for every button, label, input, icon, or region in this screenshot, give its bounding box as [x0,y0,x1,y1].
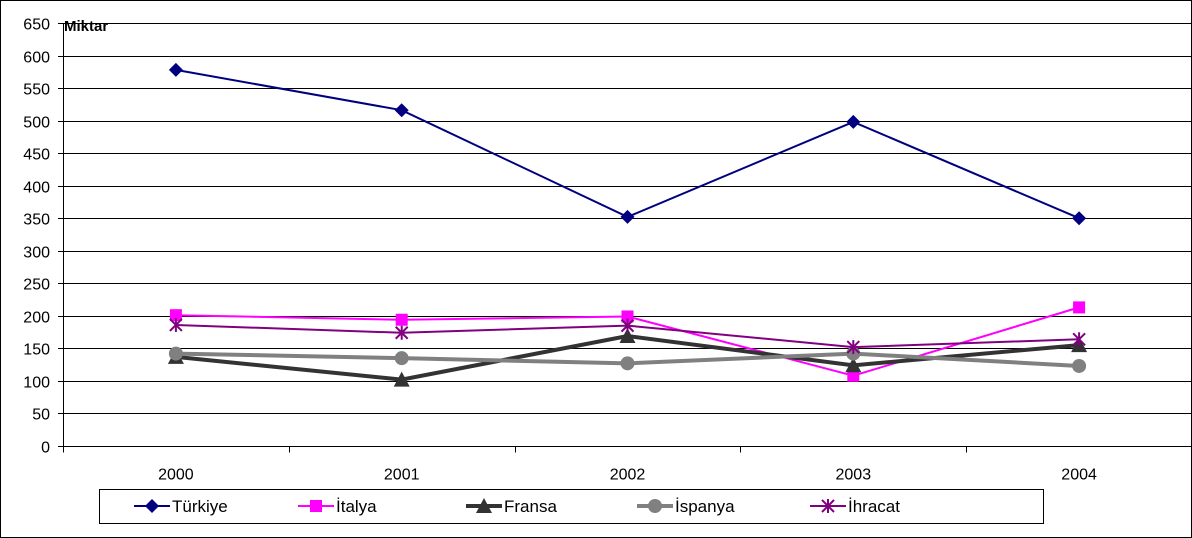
legend-box [99,489,1044,524]
axes: 0 50 100 150 200 250 300 350 400 450 500 550 600 650 2… [23,17,1192,484]
legend-label: İspanya [675,497,735,516]
y-tick-label: 250 [23,277,50,294]
series-İtalya [169,301,1086,382]
legend-marker [310,500,322,512]
data-point [394,325,409,340]
y-tick-label: 100 [23,375,50,392]
data-point [619,328,636,344]
x-tick-label: 2002 [610,467,646,484]
y-axis-title: Miktar [64,18,108,35]
legend-label: İhracat [848,497,900,516]
y-tick-label: 300 [23,245,50,262]
x-tick-label: 2004 [1061,467,1097,484]
legend-marker [648,499,662,513]
data-point [1073,301,1086,314]
data-point [168,346,183,361]
legend-item: İhracat [810,497,900,516]
data-point [846,114,861,129]
data-point [1072,358,1087,373]
data-point [1072,332,1086,347]
x-tick-label: 2001 [384,467,420,484]
legend-label: Türkiye [172,497,228,516]
legend: Türkiye İtalya Fransa İspanya İhracat [99,489,1044,524]
legend-marker [145,499,159,513]
data-point [393,371,410,387]
series [167,62,1088,387]
data-point [395,313,408,326]
legend-item: İtalya [298,497,377,516]
data-point [845,357,862,373]
legend-label: Fransa [504,497,557,516]
data-point [394,351,409,366]
grid-lines [63,23,1192,414]
legend-item: Fransa [466,497,557,516]
legend-marker [476,498,492,513]
data-point [169,309,182,322]
data-point [620,356,635,371]
y-tick-label: 50 [32,407,50,424]
y-tick-label: 350 [23,212,50,229]
y-tick-label: 400 [23,180,50,197]
data-point [620,318,635,333]
y-tick-label: 650 [23,17,50,34]
y-tick-label: 600 [23,50,50,67]
legend-label: İtalya [336,497,377,516]
data-point [846,340,861,355]
y-tick-label: 500 [23,115,50,132]
data-point [1072,211,1087,226]
legend-item: Türkiye [134,497,228,516]
x-tick-label: 2003 [836,467,872,484]
y-tick-label: 0 [41,440,50,457]
y-tick-label: 150 [23,342,50,359]
series-İhracat [169,317,1086,355]
y-tick-label: 550 [23,82,50,99]
y-tick-label: 200 [23,310,50,327]
legend-marker [821,499,835,513]
x-tick-label: 2000 [158,467,194,484]
series-Türkiye [168,62,1087,226]
data-point [169,317,183,332]
data-point [168,62,183,77]
data-point [847,369,860,382]
data-point [394,103,409,118]
legend-item: İspanya [637,497,735,516]
data-point [620,209,635,224]
y-tick-label: 450 [23,147,50,164]
data-point [621,310,634,323]
